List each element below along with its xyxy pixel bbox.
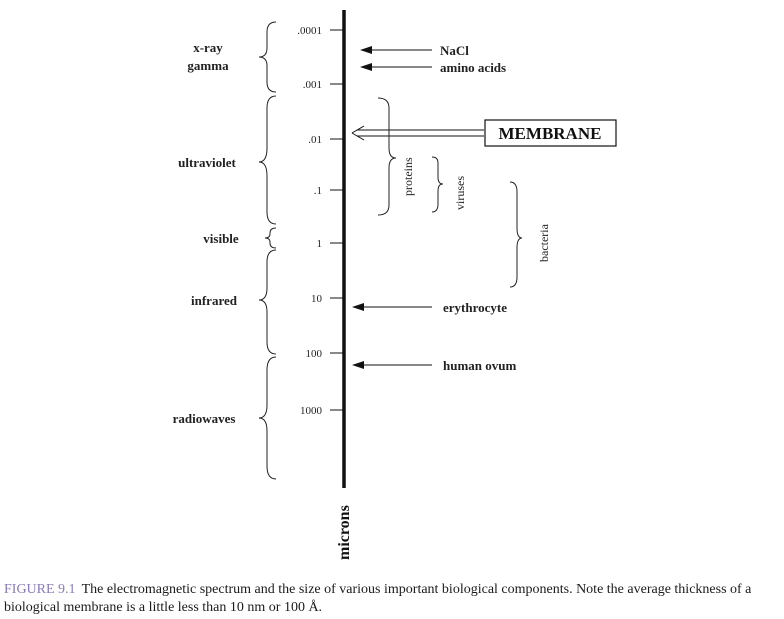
spectrum-diagram: microns .0001 .001 .01 .1 1 10 100 1000 …	[173, 10, 617, 560]
pointer-arrows: NaCl amino acids MEMBRANE erythrocyte hu…	[351, 43, 617, 373]
tick-label: .01	[308, 134, 322, 146]
pointer-label-nacl: NaCl	[440, 43, 469, 58]
spectrum-label-visible: visible	[203, 231, 239, 246]
brace-bacteria	[509, 181, 523, 288]
spectrum-braces	[258, 21, 277, 480]
hollow-arrowhead	[351, 125, 365, 141]
range-braces	[377, 97, 523, 288]
axis-ticks	[330, 29, 344, 411]
spectrum-label-gamma: gamma	[187, 58, 229, 73]
tick-label: .001	[303, 79, 322, 91]
arrowhead	[360, 63, 372, 71]
spectrum-labels: x-ray gamma ultraviolet visible infrared…	[173, 40, 239, 426]
pointer-label-erythrocyte: erythrocyte	[443, 300, 507, 315]
range-labels: proteins viruses bacteria	[401, 157, 551, 262]
brace-viruses	[431, 156, 444, 213]
tick-label: 1	[317, 238, 323, 250]
pointer-label-amino-acids: amino acids	[440, 60, 506, 75]
arrowhead	[352, 303, 364, 311]
tick-label: .1	[314, 185, 322, 197]
tick-label: .0001	[297, 25, 322, 37]
spectrum-label-xray: x-ray	[193, 40, 223, 55]
brace-infrared	[258, 249, 277, 355]
arrowhead	[360, 46, 372, 54]
tick-label: 100	[306, 348, 323, 360]
arrowhead	[352, 361, 364, 369]
spectrum-label-infrared: infrared	[191, 293, 238, 308]
tick-labels: .0001 .001 .01 .1 1 10 100 1000	[297, 25, 322, 417]
range-label-viruses: viruses	[453, 176, 467, 210]
range-label-bacteria: bacteria	[537, 223, 551, 262]
brace-radiowaves	[258, 356, 277, 480]
tick-label: 10	[311, 293, 323, 305]
brace-proteins	[377, 97, 397, 216]
tick-label: 1000	[300, 405, 323, 417]
caption-text: The electromagnetic spectrum and the siz…	[4, 582, 752, 615]
pointer-label-membrane: MEMBRANE	[499, 124, 602, 143]
range-label-proteins: proteins	[401, 157, 415, 196]
figure-number: FIGURE 9.1	[4, 582, 76, 597]
axis-title: microns	[336, 505, 353, 560]
brace-xray-gamma	[258, 21, 277, 93]
spectrum-label-radiowaves: radiowaves	[173, 411, 236, 426]
figure-caption: FIGURE 9.1 The electromagnetic spectrum a…	[4, 581, 782, 617]
brace-visible	[264, 227, 277, 249]
brace-ultraviolet	[258, 95, 277, 225]
membrane-box	[484, 119, 617, 147]
spectrum-label-ultraviolet: ultraviolet	[178, 155, 236, 170]
pointer-label-human-ovum: human ovum	[443, 358, 516, 373]
